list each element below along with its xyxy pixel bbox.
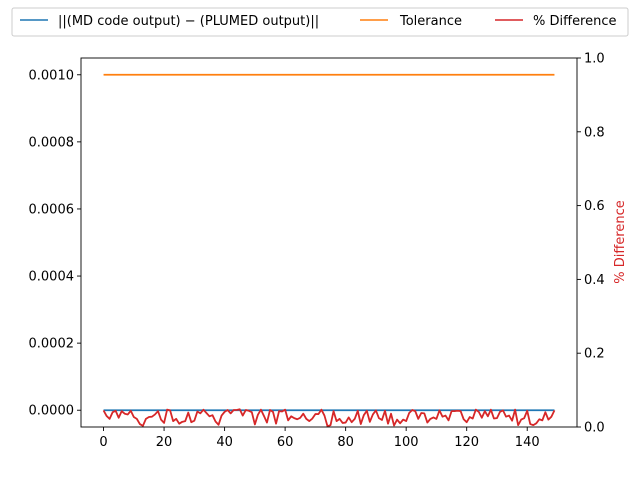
x-tick-label: 120	[454, 435, 479, 450]
right-y-tick-label: 0.0	[584, 421, 605, 436]
right-y-tick-label: 0.4	[584, 273, 605, 288]
x-axis-ticks: 0 20 40 60 80 100 120 140	[99, 427, 540, 450]
plot-frame	[80, 57, 578, 428]
x-tick-label: 40	[216, 435, 233, 450]
right-y-tick-label: 0.6	[584, 199, 605, 214]
left-axis-series	[103, 73, 555, 412]
series-line-pct-difference	[102, 408, 556, 428]
left-y-tick-label: 0.0006	[29, 202, 75, 217]
x-tick-label: 60	[277, 435, 294, 450]
right-y-axis-title: % Difference	[613, 200, 628, 284]
right-y-axis-ticks: 0.0 0.2 0.4 0.6 0.8 1.0	[577, 52, 605, 436]
x-tick-label: 140	[515, 435, 540, 450]
right-y-tick-label: 1.0	[584, 52, 605, 67]
plot-area	[81, 58, 577, 427]
left-y-tick-label: 0.0010	[29, 68, 75, 83]
legend-label-abs-difference: ||(MD code output) − (PLUMED output)||	[58, 14, 319, 29]
left-y-tick-label: 0.0000	[29, 404, 75, 419]
x-tick-label: 80	[337, 435, 354, 450]
legend-frame	[11, 7, 629, 37]
right-axis-series	[102, 408, 556, 428]
left-y-tick-label: 0.0002	[29, 337, 75, 352]
legend-label-pct-difference: % Difference	[533, 14, 617, 29]
right-y-tick-label: 0.8	[584, 125, 605, 140]
left-y-tick-label: 0.0004	[29, 270, 75, 285]
right-y-tick-label: 0.2	[584, 347, 605, 362]
x-tick-label: 100	[394, 435, 419, 450]
legend-label-tolerance: Tolerance	[399, 14, 462, 29]
left-y-axis-ticks: 0.0000 0.0002 0.0004 0.0006 0.0008 0.0010	[29, 68, 81, 419]
legend: ||(MD code output) − (PLUMED output)|| T…	[11, 7, 629, 37]
left-y-tick-label: 0.0008	[29, 135, 75, 150]
x-tick-label: 0	[99, 435, 107, 450]
x-tick-label: 20	[156, 435, 173, 450]
